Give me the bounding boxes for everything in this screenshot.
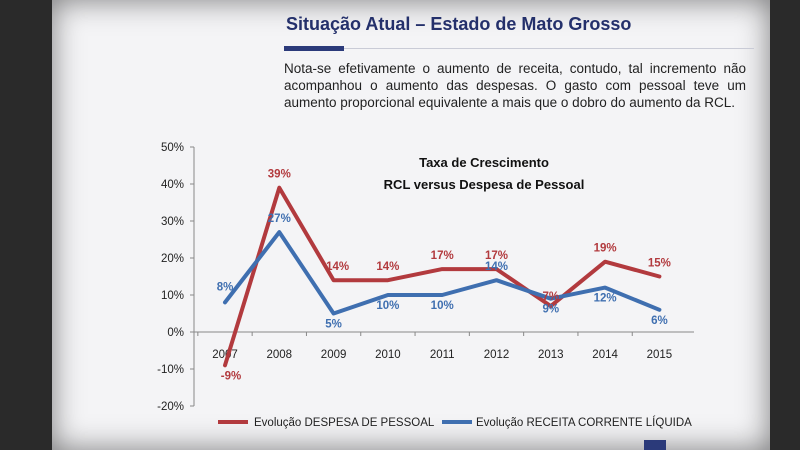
x-tick-label: 2008 (267, 349, 293, 361)
y-tick-label: 50% (161, 142, 184, 154)
y-tick-label: 40% (161, 179, 184, 191)
data-label: 6% (651, 315, 668, 327)
data-label: 7% (542, 291, 559, 303)
x-tick-label: 2015 (647, 349, 673, 361)
legend-label: Evolução RECEITA CORRENTE LÍQUIDA (476, 416, 692, 429)
x-tick-label: 2011 (430, 349, 455, 361)
x-tick-label: 2009 (321, 349, 347, 361)
series-line-receita-corrente-liquida (223, 230, 662, 316)
chart-series-lines (223, 185, 662, 368)
y-tick-label: 10% (161, 290, 184, 302)
y-tick-label: 0% (167, 327, 184, 339)
slide: Situação Atual – Estado de Mato Grosso N… (52, 0, 770, 450)
y-tick-label: 20% (161, 253, 184, 265)
title-divider (344, 48, 754, 49)
slide-title: Situação Atual – Estado de Mato Grosso (286, 14, 632, 34)
chart-title: Taxa de Crescimento (419, 155, 549, 170)
data-label: 39% (268, 169, 291, 181)
y-tick-label: -20% (157, 401, 184, 413)
chart-data-labels: -9%39%14% 14%17% 17%7%19%15%8%27%5%10% 10%1… (217, 169, 671, 383)
data-label: 14% (485, 261, 508, 273)
legend-label: Evolução DESPESA DE PESSOAL (254, 417, 435, 429)
x-tick-label: 2010 (375, 349, 401, 361)
data-label: 17% (485, 250, 508, 262)
data-label: 14% (376, 261, 399, 273)
data-label: 19% (594, 243, 617, 255)
data-label: 10% (376, 300, 399, 312)
x-tick-label: 2012 (484, 349, 510, 361)
series-line-despesa-pessoal (223, 185, 662, 368)
slide-description: Nota-se efetivamente o aumento de receit… (284, 61, 746, 110)
data-label: 8% (217, 281, 234, 293)
data-label: 12% (594, 293, 617, 305)
chart-subtitle: RCL versus Despesa de Pessoal (384, 177, 585, 192)
y-tick-label: -10% (157, 364, 184, 376)
x-tick-label: 2014 (592, 349, 618, 361)
data-label: -9% (221, 370, 241, 382)
data-label: 15% (648, 258, 671, 270)
x-tick-label: 2007 (212, 349, 238, 361)
chart-axes: -20% -10% 0% 10% 20% 30% 40% 50% 2007 2008 2009 201… (157, 142, 694, 413)
data-label: 14% (326, 261, 349, 273)
x-tick-label: 2013 (538, 349, 564, 361)
title-accent-bar (284, 46, 344, 51)
data-label: 27% (268, 213, 291, 225)
data-label: 9% (542, 304, 559, 316)
data-label: 10% (431, 300, 454, 312)
chart-legend: Evolução DESPESA DE PESSOAL Evolução RECE… (218, 416, 692, 429)
data-label: 17% (431, 250, 454, 262)
data-label: 5% (325, 319, 342, 331)
slide-corner-mark (644, 440, 666, 450)
y-tick-label: 30% (161, 216, 184, 228)
